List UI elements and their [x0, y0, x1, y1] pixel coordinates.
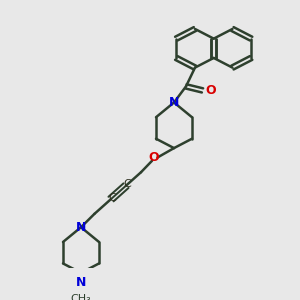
Text: N: N — [76, 276, 86, 289]
Text: C: C — [109, 193, 116, 203]
Text: N: N — [169, 96, 179, 109]
Text: C: C — [124, 179, 131, 189]
Text: N: N — [76, 221, 86, 234]
Text: CH₃: CH₃ — [70, 293, 92, 300]
Text: O: O — [205, 84, 215, 97]
Text: O: O — [148, 151, 159, 164]
